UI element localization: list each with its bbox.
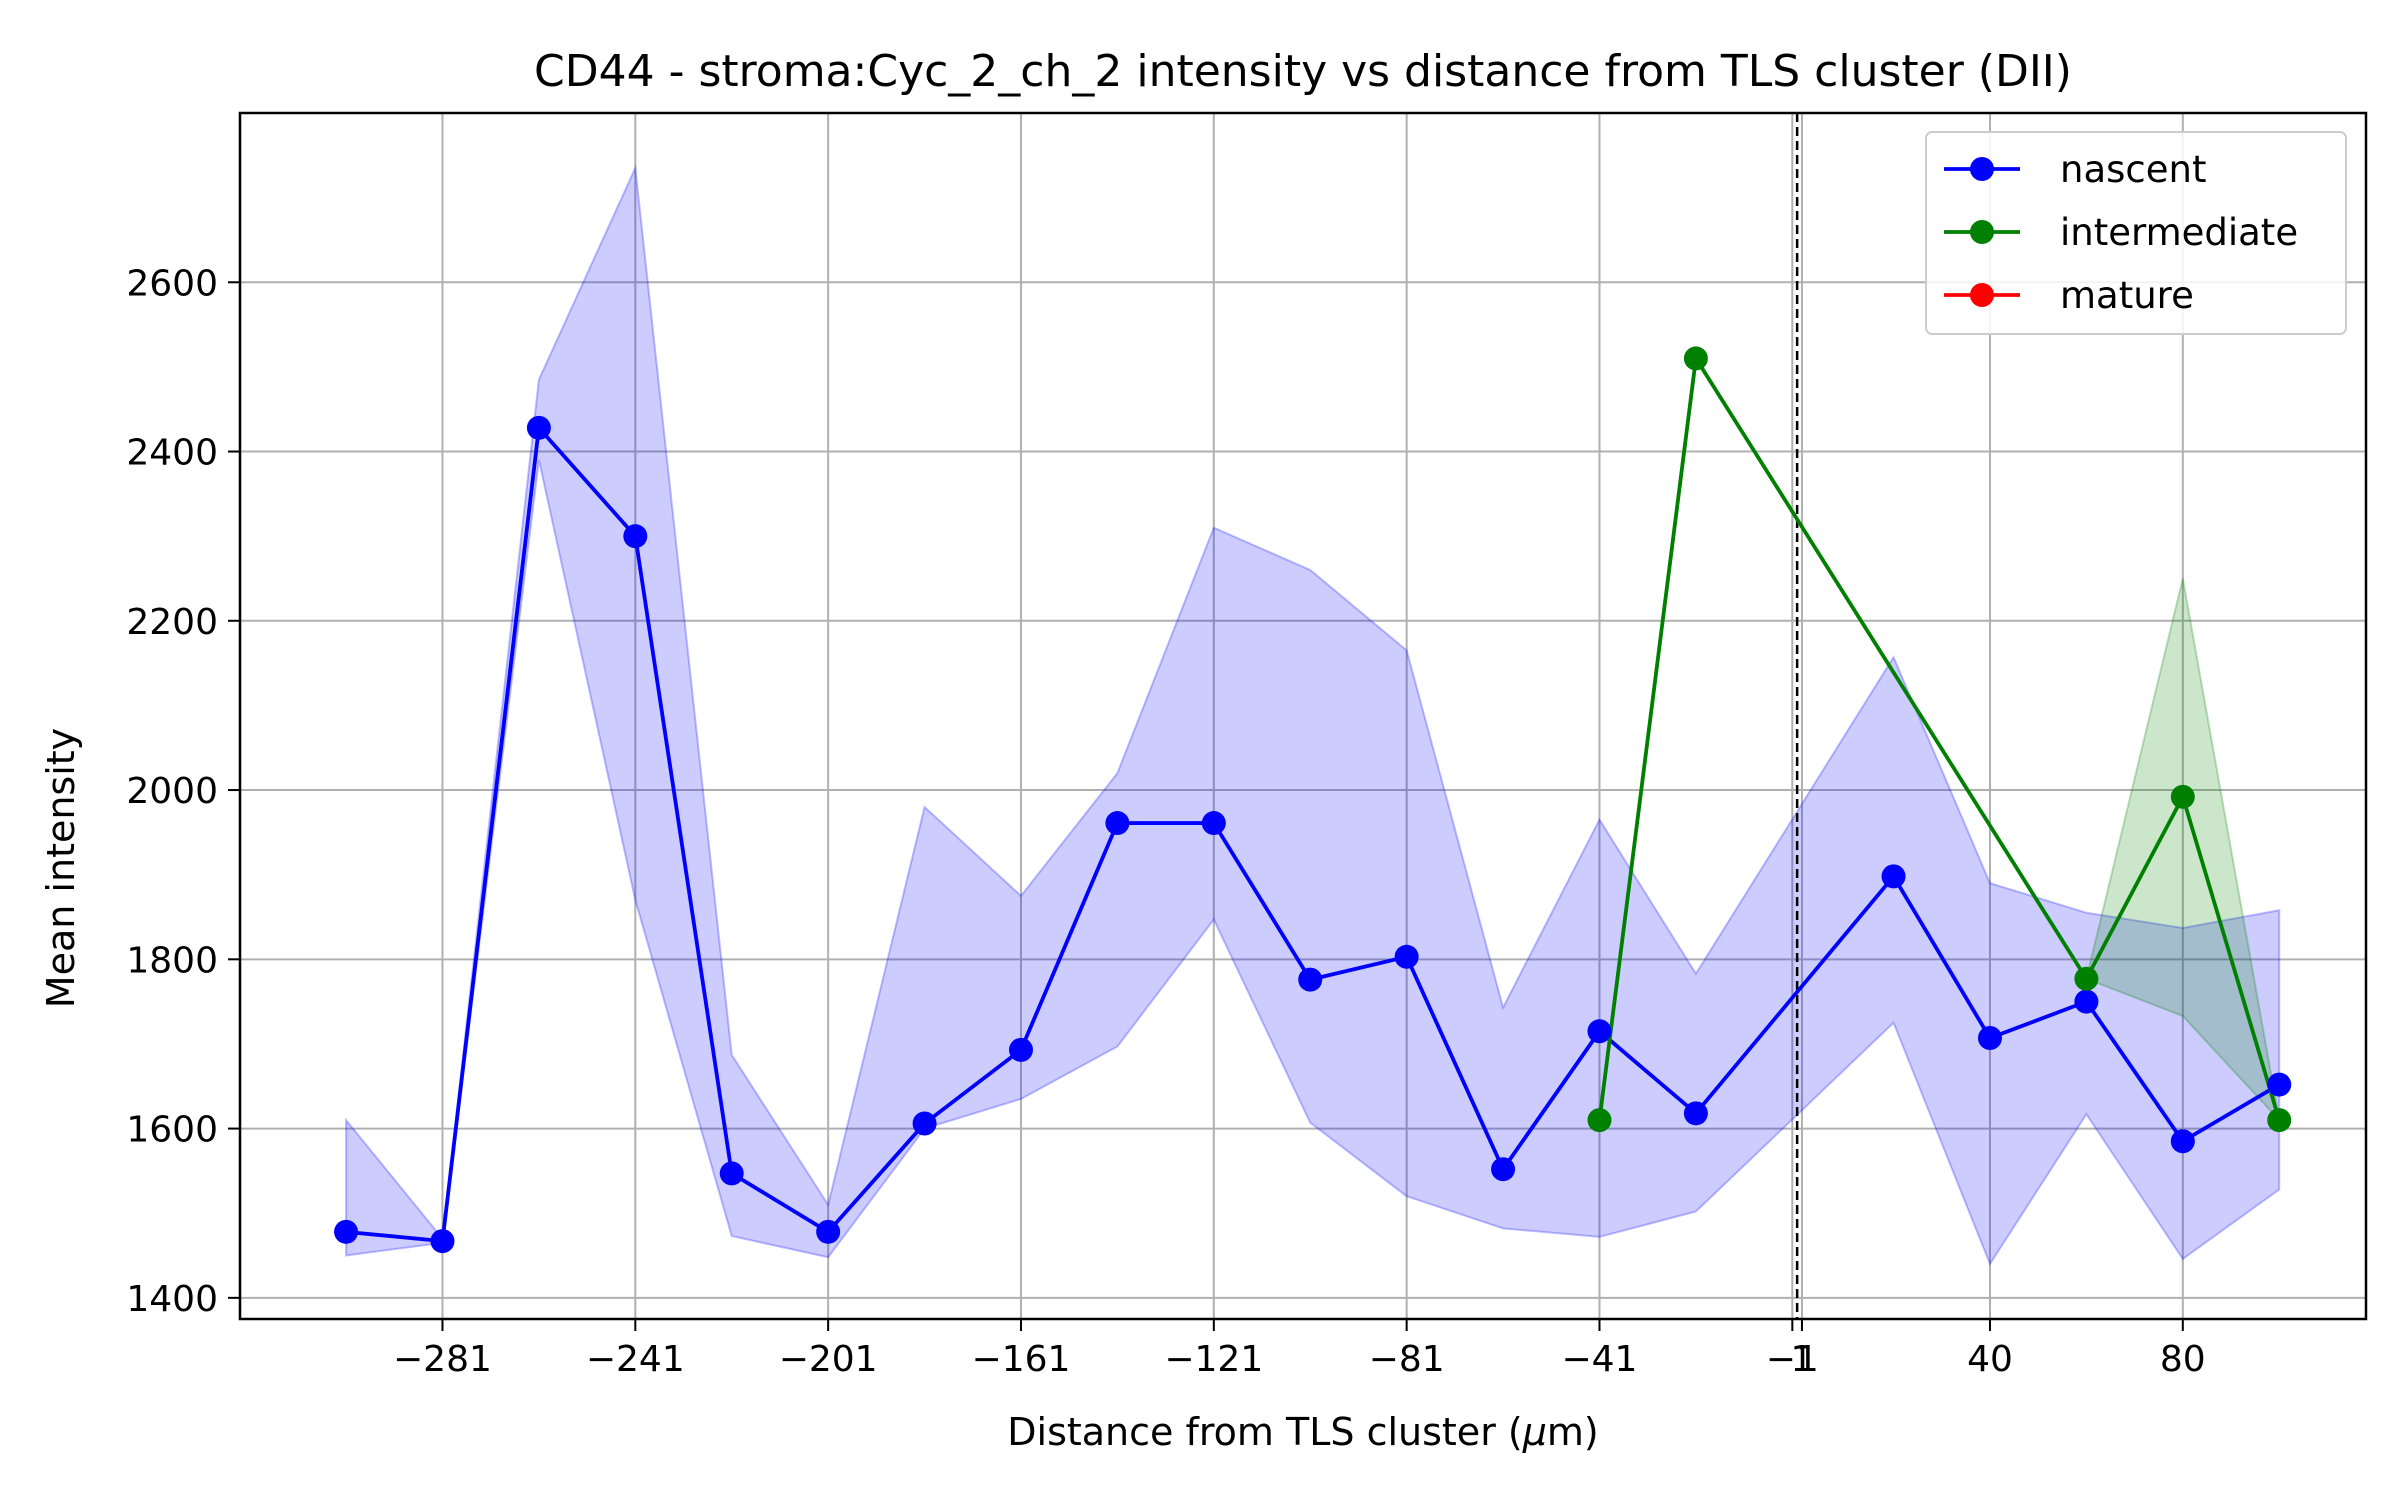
- x-tick-label: 1: [1791, 1339, 1814, 1380]
- data-point-nascent: [1201, 811, 1226, 836]
- data-point-nascent: [2074, 989, 2099, 1014]
- data-point-nascent: [2267, 1072, 2292, 1097]
- data-point-nascent: [1683, 1101, 1708, 1126]
- data-point-intermediate: [2267, 1108, 2292, 1133]
- y-tick-label: 1800: [126, 940, 218, 981]
- y-tick-label: 1400: [126, 1279, 218, 1320]
- data-point-nascent: [1977, 1026, 2002, 1051]
- legend: nascent intermediate mature: [1925, 131, 2347, 335]
- data-point-nascent: [1491, 1157, 1516, 1182]
- x-tick-label: −41: [1561, 1339, 1637, 1380]
- x-tick-label: −81: [1369, 1339, 1445, 1380]
- data-point-nascent: [526, 415, 551, 440]
- x-tick-label: 80: [2160, 1339, 2206, 1380]
- legend-label-intermediate: intermediate: [2060, 211, 2298, 254]
- y-tick-label: 2200: [126, 602, 218, 643]
- legend-marker-nascent: [1970, 157, 1994, 181]
- x-axis-title: Distance from TLS cluster (μm): [1007, 1410, 1599, 1454]
- y-tick-label: 2600: [126, 263, 218, 304]
- x-tick-label: −161: [972, 1339, 1071, 1380]
- x-tick-label: −241: [586, 1339, 685, 1380]
- data-point-intermediate: [1587, 1108, 1612, 1133]
- plot-frame: [238, 111, 2368, 1321]
- data-point-nascent: [1881, 864, 1906, 889]
- data-point-nascent: [1105, 811, 1130, 836]
- y-tick-label: 1600: [126, 1110, 218, 1151]
- data-point-nascent: [816, 1219, 841, 1244]
- y-tick-label: 2000: [126, 771, 218, 812]
- legend-label-nascent: nascent: [2060, 148, 2206, 191]
- data-point-nascent: [2170, 1129, 2195, 1154]
- x-tick-label: 40: [1967, 1339, 2013, 1380]
- legend-label-mature: mature: [2060, 274, 2194, 317]
- y-axis-title: Mean intensity: [39, 728, 83, 1008]
- legend-box: [1925, 131, 2347, 335]
- data-point-nascent: [1298, 967, 1323, 992]
- data-point-nascent: [1008, 1037, 1033, 1062]
- legend-marker-intermediate: [1970, 220, 1994, 244]
- legend-marker-mature: [1970, 283, 1994, 307]
- data-point-intermediate: [1683, 346, 1708, 371]
- data-point-nascent: [334, 1219, 359, 1244]
- x-tick-label: −201: [779, 1339, 878, 1380]
- x-tick-label: −1: [1766, 1339, 1819, 1380]
- data-point-intermediate: [2170, 784, 2195, 809]
- y-tick-label: 2400: [126, 433, 218, 474]
- series-line-nascent: [345, 425, 2281, 1244]
- data-point-nascent: [719, 1161, 744, 1186]
- grid-lines: [240, 113, 2366, 1319]
- x-axis-ticks: −281 −241 −201 −161 −121 −81 −41 −11 40 80: [393, 1319, 2206, 1380]
- data-point-nascent: [1587, 1019, 1612, 1044]
- data-point-nascent: [623, 524, 648, 549]
- series-markers: [334, 346, 2292, 1254]
- data-point-intermediate: [2074, 966, 2099, 991]
- chart-title: CD44 - stroma:Cyc_2_ch_2 intensity vs di…: [534, 46, 2072, 97]
- x-tick-label: −281: [393, 1339, 492, 1380]
- data-point-nascent: [912, 1111, 937, 1136]
- data-point-nascent: [1394, 944, 1419, 969]
- legend-entries: nascent intermediate mature: [1944, 148, 2298, 317]
- x-tick-label: −121: [1164, 1339, 1263, 1380]
- y-axis-ticks: 1400 1600 1800 2000 2200 2400 2600: [126, 263, 240, 1320]
- data-point-nascent: [430, 1229, 455, 1254]
